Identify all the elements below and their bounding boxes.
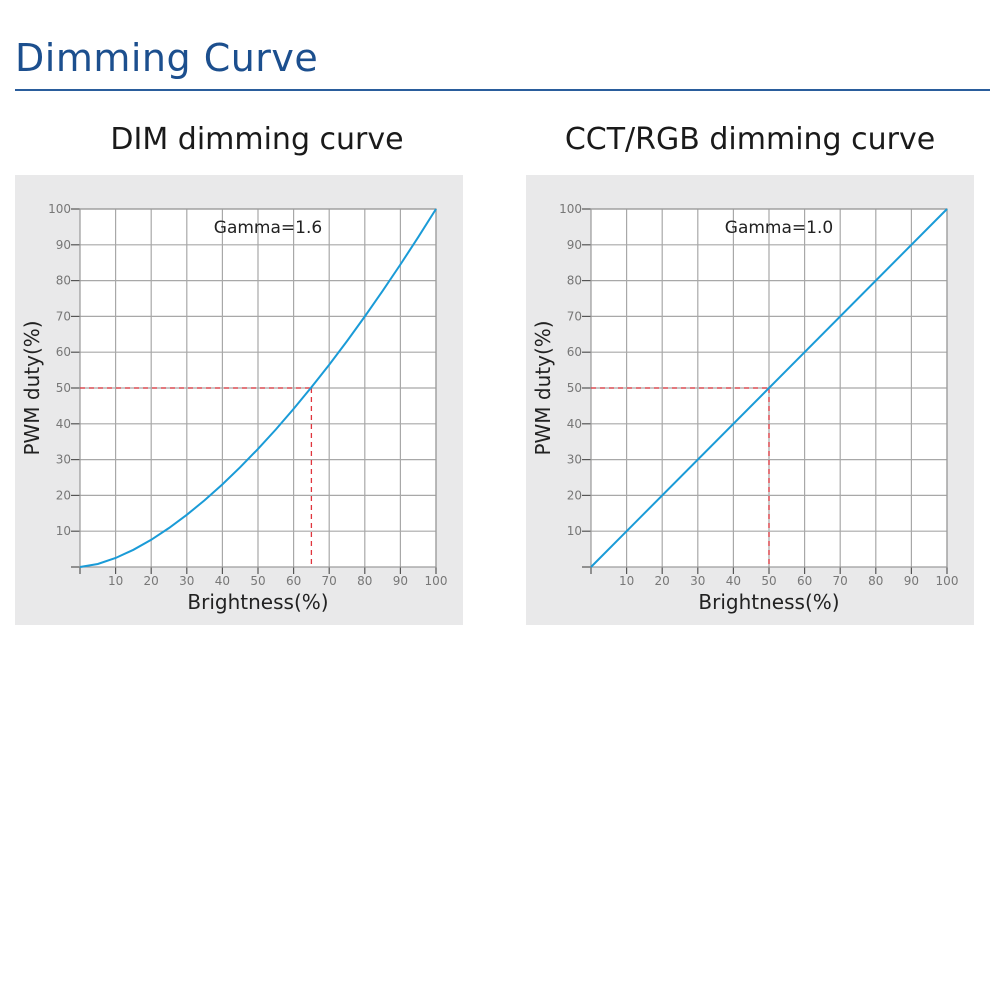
- x-tick-label: 20: [144, 574, 159, 588]
- x-tick-label: 40: [215, 574, 230, 588]
- y-tick-label: 60: [56, 345, 71, 359]
- y-axis-label: PWM duty(%): [531, 320, 555, 455]
- x-tick-label: 60: [797, 574, 812, 588]
- y-tick-label: 100: [559, 202, 582, 216]
- x-tick-label: 20: [655, 574, 670, 588]
- x-tick-label: 10: [619, 574, 634, 588]
- x-tick-label: 70: [833, 574, 848, 588]
- y-tick-label: 50: [56, 381, 71, 395]
- series-line: [590, 208, 948, 568]
- y-tick-label: 50: [567, 381, 582, 395]
- y-tick-label: 10: [567, 524, 582, 538]
- chart-panel-cct-rgb: 10 20 30 40 50 60 70 80 90 100 10 20 30 40 50 60 70 80 90 1…: [526, 175, 974, 625]
- x-tick-label: 10: [108, 574, 123, 588]
- y-tick-label: 90: [56, 238, 71, 252]
- y-tick-label: 20: [567, 488, 582, 502]
- y-axis-label: PWM duty(%): [20, 320, 44, 455]
- gamma-annotation: Gamma=1.0: [725, 218, 833, 238]
- x-tick-label: 90: [393, 574, 408, 588]
- y-tick-label: 30: [567, 453, 582, 467]
- title-divider: [15, 89, 990, 91]
- x-tick-label: 100: [425, 574, 448, 588]
- chart-svg-cct-rgb: 10 20 30 40 50 60 70 80 90 100 10 20 30 40 50 60 70 80 90 1…: [531, 202, 959, 614]
- x-tick-label: 60: [286, 574, 301, 588]
- series-line: [79, 208, 437, 568]
- x-tick-label: 100: [936, 574, 959, 588]
- y-tick-label: 40: [56, 417, 71, 431]
- x-tick-label: 50: [250, 574, 265, 588]
- x-tick-label: 80: [868, 574, 883, 588]
- page-title: Dimming Curve: [15, 36, 319, 80]
- y-tick-label: 80: [56, 274, 71, 288]
- x-axis-label: Brightness(%): [187, 590, 328, 614]
- y-tick-label: 80: [567, 274, 582, 288]
- x-tick-label: 90: [904, 574, 919, 588]
- y-tick-label: 40: [567, 417, 582, 431]
- chart-title-cct-rgb: CCT/RGB dimming curve: [564, 122, 936, 157]
- y-tick-label: 70: [567, 309, 582, 323]
- x-tick-label: 40: [726, 574, 741, 588]
- y-tick-label: 30: [56, 453, 71, 467]
- y-tick-label: 20: [56, 488, 71, 502]
- x-tick-label: 30: [690, 574, 705, 588]
- x-axis-label: Brightness(%): [698, 590, 839, 614]
- x-tick-label: 70: [322, 574, 337, 588]
- x-tick-label: 30: [179, 574, 194, 588]
- y-tick-label: 100: [48, 202, 71, 216]
- chart-panel-dim: 10 20 30 40 50 60 70 80 90 100 10 20 30 40 50 60 70 80 90 1…: [15, 175, 463, 625]
- x-tick-label: 50: [761, 574, 776, 588]
- gamma-annotation: Gamma=1.6: [214, 218, 322, 238]
- chart-svg-dim: 10 20 30 40 50 60 70 80 90 100 10 20 30 40 50 60 70 80 90 1…: [20, 202, 448, 614]
- x-tick-label: 80: [357, 574, 372, 588]
- chart-title-dim: DIM dimming curve: [110, 122, 404, 157]
- y-tick-label: 60: [567, 345, 582, 359]
- y-tick-label: 70: [56, 309, 71, 323]
- y-tick-label: 10: [56, 524, 71, 538]
- y-tick-label: 90: [567, 238, 582, 252]
